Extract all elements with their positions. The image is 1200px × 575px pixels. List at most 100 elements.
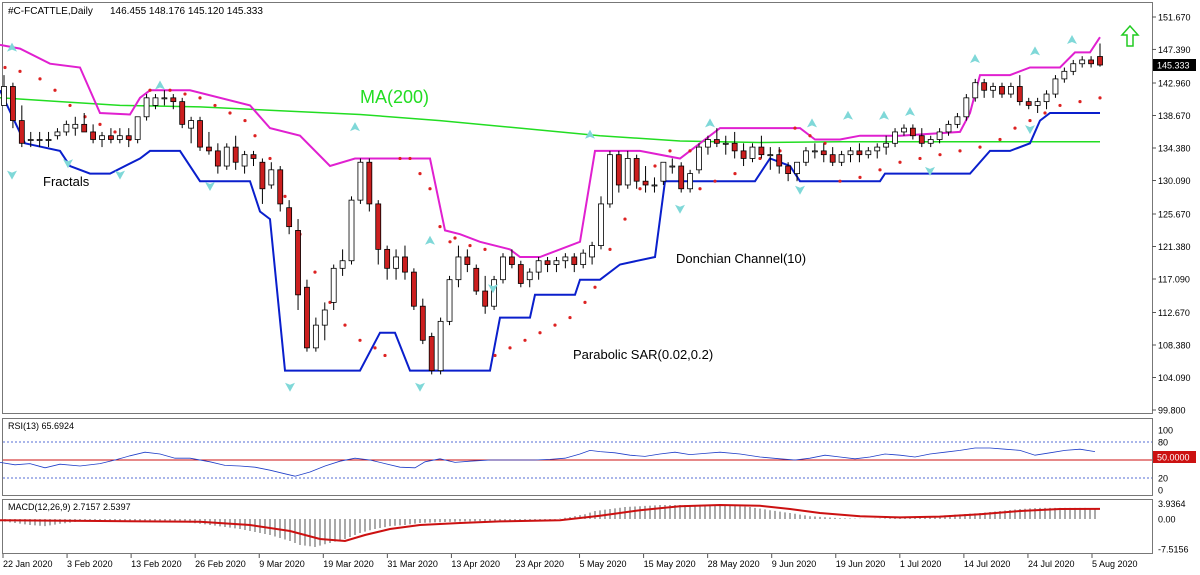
- candle[interactable]: [250, 150, 257, 167]
- candle[interactable]: [348, 196, 355, 265]
- candle[interactable]: [945, 120, 952, 136]
- candle[interactable]: [1007, 82, 1014, 98]
- candle[interactable]: [642, 166, 649, 193]
- candle[interactable]: [45, 131, 52, 148]
- candle[interactable]: [696, 143, 702, 174]
- candle[interactable]: [509, 249, 515, 269]
- candle[interactable]: [838, 150, 845, 167]
- candle[interactable]: [785, 162, 792, 182]
- candle[interactable]: [526, 268, 533, 288]
- candle[interactable]: [731, 131, 738, 159]
- candle[interactable]: [268, 162, 275, 189]
- candle[interactable]: [1088, 56, 1094, 68]
- candle[interactable]: [410, 268, 417, 310]
- candle[interactable]: [108, 128, 114, 144]
- candle[interactable]: [473, 264, 480, 295]
- candle[interactable]: [811, 143, 818, 159]
- candle[interactable]: [259, 158, 266, 204]
- candle[interactable]: [63, 120, 70, 136]
- candle[interactable]: [446, 275, 453, 326]
- candle[interactable]: [544, 256, 551, 273]
- candle[interactable]: [330, 264, 337, 310]
- candle[interactable]: [384, 245, 391, 280]
- candle[interactable]: [214, 143, 221, 174]
- candle[interactable]: [339, 249, 346, 276]
- candle[interactable]: [1034, 97, 1041, 113]
- candle[interactable]: [687, 169, 694, 193]
- candle[interactable]: [678, 162, 685, 193]
- candle[interactable]: [321, 302, 328, 341]
- candle[interactable]: [152, 94, 159, 110]
- candle[interactable]: [10, 82, 16, 129]
- candle[interactable]: [295, 219, 301, 310]
- candle[interactable]: [740, 143, 747, 167]
- candle[interactable]: [954, 112, 961, 129]
- candle[interactable]: [1070, 59, 1077, 76]
- candle[interactable]: [883, 135, 890, 155]
- candle[interactable]: [794, 161, 800, 182]
- candle[interactable]: [312, 317, 319, 352]
- candle[interactable]: [428, 332, 435, 375]
- candle[interactable]: [161, 90, 168, 106]
- candle[interactable]: [598, 196, 604, 250]
- candle[interactable]: [722, 135, 729, 155]
- candle[interactable]: [223, 143, 230, 170]
- candle[interactable]: [304, 279, 310, 352]
- candle[interactable]: [179, 97, 186, 129]
- candle[interactable]: [1052, 75, 1059, 98]
- candle[interactable]: [72, 116, 79, 136]
- candle[interactable]: [206, 131, 212, 155]
- candle[interactable]: [116, 128, 123, 144]
- candle[interactable]: [874, 143, 881, 159]
- candle[interactable]: [18, 105, 25, 148]
- candle[interactable]: [1061, 67, 1068, 83]
- candle[interactable]: [651, 177, 658, 193]
- candle[interactable]: [918, 128, 925, 148]
- candle[interactable]: [803, 147, 809, 167]
- candle[interactable]: [125, 128, 132, 148]
- candle[interactable]: [277, 166, 284, 212]
- candle[interactable]: [865, 147, 872, 159]
- candle[interactable]: [1, 75, 7, 106]
- candle[interactable]: [517, 260, 524, 288]
- candle[interactable]: [375, 200, 382, 265]
- candle[interactable]: [856, 143, 863, 163]
- candle[interactable]: [232, 135, 239, 170]
- candle[interactable]: [624, 150, 631, 189]
- candle[interactable]: [491, 275, 497, 310]
- candle[interactable]: [464, 249, 471, 273]
- candle[interactable]: [901, 124, 907, 136]
- candle[interactable]: [197, 116, 203, 151]
- candle[interactable]: [580, 249, 587, 269]
- candle[interactable]: [607, 150, 613, 208]
- candle[interactable]: [1025, 97, 1032, 110]
- candle[interactable]: [705, 135, 711, 155]
- candle[interactable]: [437, 317, 444, 375]
- candle[interactable]: [170, 94, 177, 110]
- candle[interactable]: [402, 245, 408, 280]
- candle[interactable]: [892, 128, 898, 148]
- candle[interactable]: [847, 147, 854, 163]
- candle[interactable]: [972, 78, 979, 102]
- candle[interactable]: [990, 82, 996, 98]
- candle[interactable]: [767, 147, 774, 170]
- candle[interactable]: [571, 253, 578, 273]
- candle[interactable]: [909, 124, 916, 140]
- candle[interactable]: [27, 131, 34, 148]
- candle[interactable]: [81, 112, 88, 133]
- candle[interactable]: [1097, 43, 1103, 67]
- candle[interactable]: [419, 298, 426, 345]
- candle[interactable]: [713, 128, 720, 148]
- candle[interactable]: [981, 78, 988, 98]
- candle[interactable]: [54, 128, 61, 140]
- candle[interactable]: [500, 253, 506, 284]
- candle[interactable]: [455, 245, 462, 288]
- candle[interactable]: [669, 158, 676, 174]
- candle[interactable]: [615, 150, 622, 193]
- candle[interactable]: [758, 135, 765, 159]
- candle[interactable]: [188, 116, 195, 144]
- candle[interactable]: [1079, 56, 1086, 68]
- candle[interactable]: [829, 147, 836, 167]
- candle[interactable]: [553, 256, 560, 273]
